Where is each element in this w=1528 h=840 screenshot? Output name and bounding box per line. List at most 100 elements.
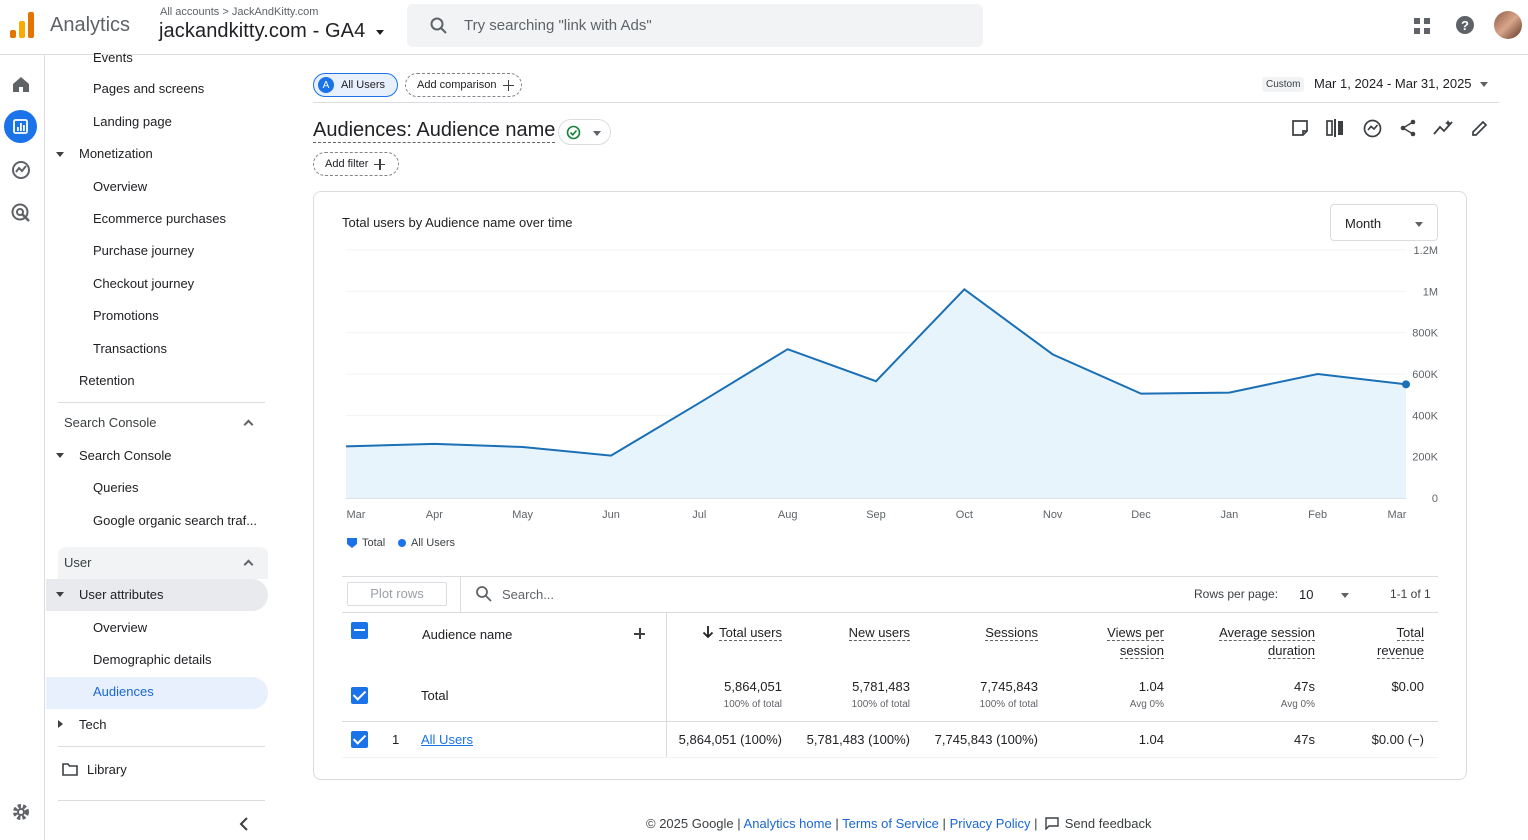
nav-item-user-attributes[interactable]: User attributes [79,587,164,602]
nav-item-ecommerce-purchases[interactable]: Ecommerce purchases [93,211,226,226]
nav-item-monetization[interactable]: Monetization [79,146,153,161]
nav-item-events[interactable]: Events [93,50,133,65]
apps-grid-icon[interactable] [1413,17,1431,35]
column-header-audience-name[interactable]: Audience name [422,627,513,642]
footer-privacy-link[interactable]: Privacy Policy [949,816,1031,831]
expand-icon[interactable] [56,453,64,458]
plus-icon [502,79,514,91]
legend-all-users[interactable]: All Users [397,537,455,549]
nav-item-landing-page[interactable]: Landing page [93,114,172,129]
nav-item-user-overview[interactable]: Overview [93,620,148,635]
plot-rows-button[interactable]: Plot rows [347,582,447,606]
nav-item-audiences[interactable]: Audiences [93,684,154,699]
home-icon[interactable] [10,73,32,95]
chevron-down-icon[interactable] [376,30,384,35]
collapse-nav-icon[interactable] [239,817,249,831]
reports-icon[interactable] [4,110,37,143]
chevron-down-icon [1415,222,1423,227]
help-icon[interactable]: ? [1455,15,1475,35]
pagination-range: 1-1 of 1 [1390,587,1431,601]
nav-item-purchase-journey[interactable]: Purchase journey [93,243,195,258]
row-checkbox[interactable] [351,731,368,748]
report-nav: Events Pages and screens Landing page Mo… [46,50,281,840]
analytics-logo[interactable] [10,12,34,38]
table-search-input[interactable]: Search... [502,587,555,602]
add-comparison-button[interactable]: Add comparison [405,73,522,97]
expand-icon[interactable] [56,152,64,157]
totals-revenue: $0.00 [1391,679,1424,694]
nav-item-library[interactable]: Library [87,762,127,777]
totals-checkbox[interactable] [351,687,368,704]
footer-terms-link[interactable]: Terms of Service [842,816,939,831]
rows-per-page-select[interactable]: 10 [1299,587,1314,602]
check-circle-icon [566,125,581,140]
row-new-users: 5,781,483 (100%) [806,732,910,747]
chevron-down-icon[interactable] [1480,82,1488,87]
nav-item-google-organic-search[interactable]: Google organic search traf... [93,513,258,528]
nav-item-monetization-overview[interactable]: Overview [93,179,148,194]
top-bar: Analytics All accounts > JackAndKitty.co… [0,0,1528,55]
search-bar[interactable]: Try searching "link with Ads" [407,4,983,47]
report-status-menu[interactable] [558,119,611,145]
totals-sessions: 7,745,843 [980,679,1038,694]
column-header-new-users[interactable]: New users [848,624,910,642]
totals-label: Total [421,688,449,703]
chevron-up-icon[interactable] [243,419,254,430]
nav-active-highlight [46,677,268,709]
granularity-select[interactable]: Month [1330,204,1438,241]
nav-item-search-console[interactable]: Search Console [79,448,172,463]
explore-icon[interactable] [10,159,32,181]
avatar[interactable] [1494,11,1522,39]
account-breadcrumb[interactable]: All accounts > JackAndKitty.com [160,6,319,18]
add-dimension-icon[interactable] [634,628,645,639]
chevron-down-icon[interactable] [1341,593,1349,598]
legend-total-label: Total [362,537,386,549]
expand-icon[interactable] [56,592,64,597]
property-selector[interactable]: jackandkitty.com - GA4 [159,20,366,42]
totals-new-users: 5,781,483 [852,679,910,694]
legend-all-users-marker-icon [398,539,406,547]
date-range-picker[interactable]: Mar 1, 2024 - Mar 31, 2025 [1314,76,1472,91]
comparison-chip-all-users[interactable]: A All Users [313,73,398,97]
nav-item-checkout-journey[interactable]: Checkout journey [93,276,195,291]
page-title[interactable]: Audiences: Audience name [313,119,556,143]
search-input[interactable]: Try searching "link with Ads" [464,17,652,34]
footer-analytics-home-link[interactable]: Analytics home [743,816,832,831]
select-all-checkbox[interactable] [351,622,368,639]
footer-send-feedback[interactable]: Send feedback [1064,816,1152,831]
edit-pencil-icon[interactable] [1471,119,1489,137]
nav-item-tech[interactable]: Tech [79,717,107,732]
nav-item-promotions[interactable]: Promotions [93,308,159,323]
totals-total-users-sub: 100% of total [723,699,782,710]
column-header-total-revenue[interactable]: Total revenue [1377,624,1424,660]
anomaly-trend-icon[interactable] [1433,119,1454,137]
column-header-views-per-session[interactable]: Views per session [1107,624,1164,660]
nav-item-retention[interactable]: Retention [79,373,135,388]
toolbar-divider [313,102,1499,103]
column-header-avg-session-duration[interactable]: Average session duration [1219,624,1315,660]
compare-icon[interactable] [1326,119,1344,137]
nav-section-search-console[interactable]: Search Console [64,415,157,430]
plus-icon [374,158,386,170]
nav-section-user[interactable]: User [64,555,92,570]
nav-item-pages-and-screens[interactable]: Pages and screens [93,81,205,96]
legend-total[interactable]: Total [346,537,385,549]
add-filter-button[interactable]: Add filter [313,152,399,176]
column-header-sessions[interactable]: Sessions [985,624,1038,642]
expand-icon[interactable] [58,720,63,728]
row-link-all-users[interactable]: All Users [421,732,474,747]
settings-icon[interactable] [10,801,32,823]
advertising-icon[interactable] [10,202,32,224]
nav-item-transactions[interactable]: Transactions [93,341,167,356]
nav-item-demographic-details[interactable]: Demographic details [93,652,212,667]
nav-section-highlight [58,547,268,579]
insights-icon[interactable] [1363,119,1382,138]
totals-total-users: 5,864,051 [724,679,782,694]
column-header-total-users[interactable]: Total users [719,624,782,642]
sort-descending-icon[interactable] [702,625,714,639]
nav-item-queries[interactable]: Queries [93,480,139,495]
share-icon[interactable] [1399,119,1417,137]
table-divider [666,613,667,758]
customize-report-icon[interactable] [1291,119,1309,137]
search-icon [430,17,447,34]
